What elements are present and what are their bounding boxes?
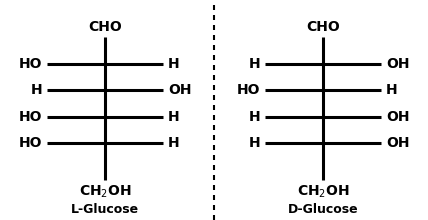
Text: H: H [249, 110, 260, 124]
Text: H: H [386, 83, 398, 97]
Text: HO: HO [18, 57, 42, 71]
Text: OH: OH [386, 110, 410, 124]
Text: H: H [168, 57, 179, 71]
Text: OH: OH [168, 83, 191, 97]
Text: D-Glucose: D-Glucose [288, 203, 359, 216]
Text: H: H [249, 57, 260, 71]
Text: OH: OH [386, 57, 410, 71]
Text: H: H [168, 110, 179, 124]
Text: HO: HO [18, 136, 42, 150]
Text: CHO: CHO [306, 20, 340, 34]
Text: H: H [30, 83, 42, 97]
Text: H: H [168, 136, 179, 150]
Text: HO: HO [237, 83, 260, 97]
Text: CH$_2$OH: CH$_2$OH [297, 184, 350, 200]
Text: H: H [249, 136, 260, 150]
Text: OH: OH [386, 136, 410, 150]
Text: CH$_2$OH: CH$_2$OH [78, 184, 131, 200]
Text: CHO: CHO [88, 20, 122, 34]
Text: HO: HO [18, 110, 42, 124]
Text: L-Glucose: L-Glucose [71, 203, 139, 216]
